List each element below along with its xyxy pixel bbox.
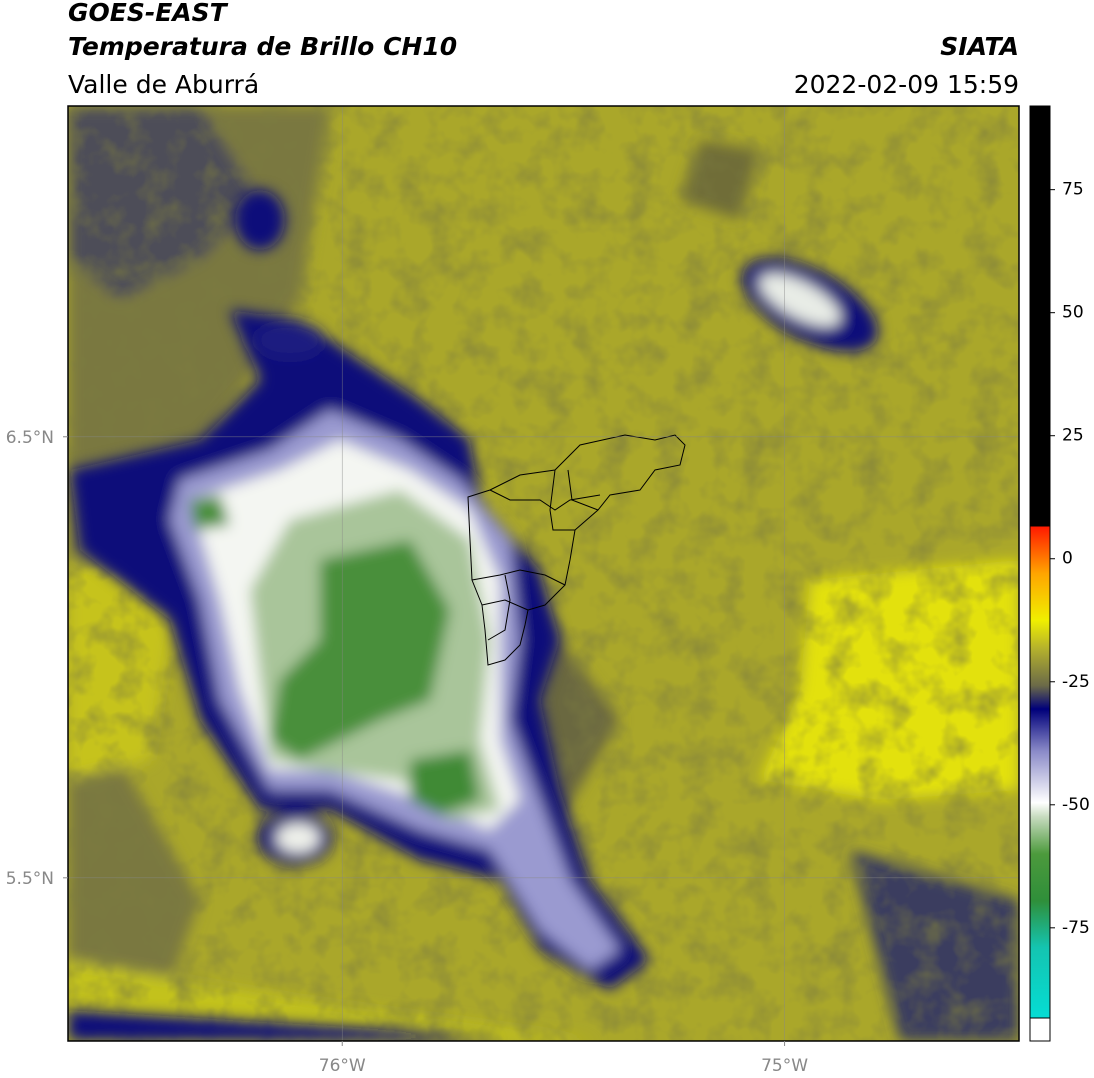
colorbar-tick-label: 50 — [1062, 303, 1084, 323]
x-tick-label: 76°W — [319, 1056, 366, 1076]
agency: SIATA — [940, 32, 1019, 61]
x-tick-label: 75°W — [761, 1056, 808, 1076]
colorbar-tick-label: -50 — [1062, 795, 1090, 815]
colorbar-under — [1029, 1017, 1051, 1042]
subtitle: Temperatura de Brillo CH10 — [68, 32, 457, 61]
y-tick-label: 6.5°N — [6, 428, 54, 448]
colorbar-tick-label: -25 — [1062, 672, 1090, 692]
colorbar — [1029, 105, 1051, 1042]
graticule — [68, 106, 1019, 1041]
satellite-image — [68, 106, 1019, 1041]
colorbar-tick-label: 0 — [1062, 549, 1073, 569]
y-tick-label: 5.5°N — [6, 869, 54, 889]
datetime: 2022-02-09 15:59 — [794, 70, 1019, 99]
region: Valle de Aburrá — [68, 70, 259, 99]
colorbar-tick-label: -75 — [1062, 918, 1090, 938]
title: GOES-EAST — [68, 0, 229, 27]
colorbar-tick-label: 25 — [1062, 426, 1084, 446]
colorbar-tick-label: 75 — [1062, 180, 1084, 200]
map-frame — [67, 105, 1020, 1042]
